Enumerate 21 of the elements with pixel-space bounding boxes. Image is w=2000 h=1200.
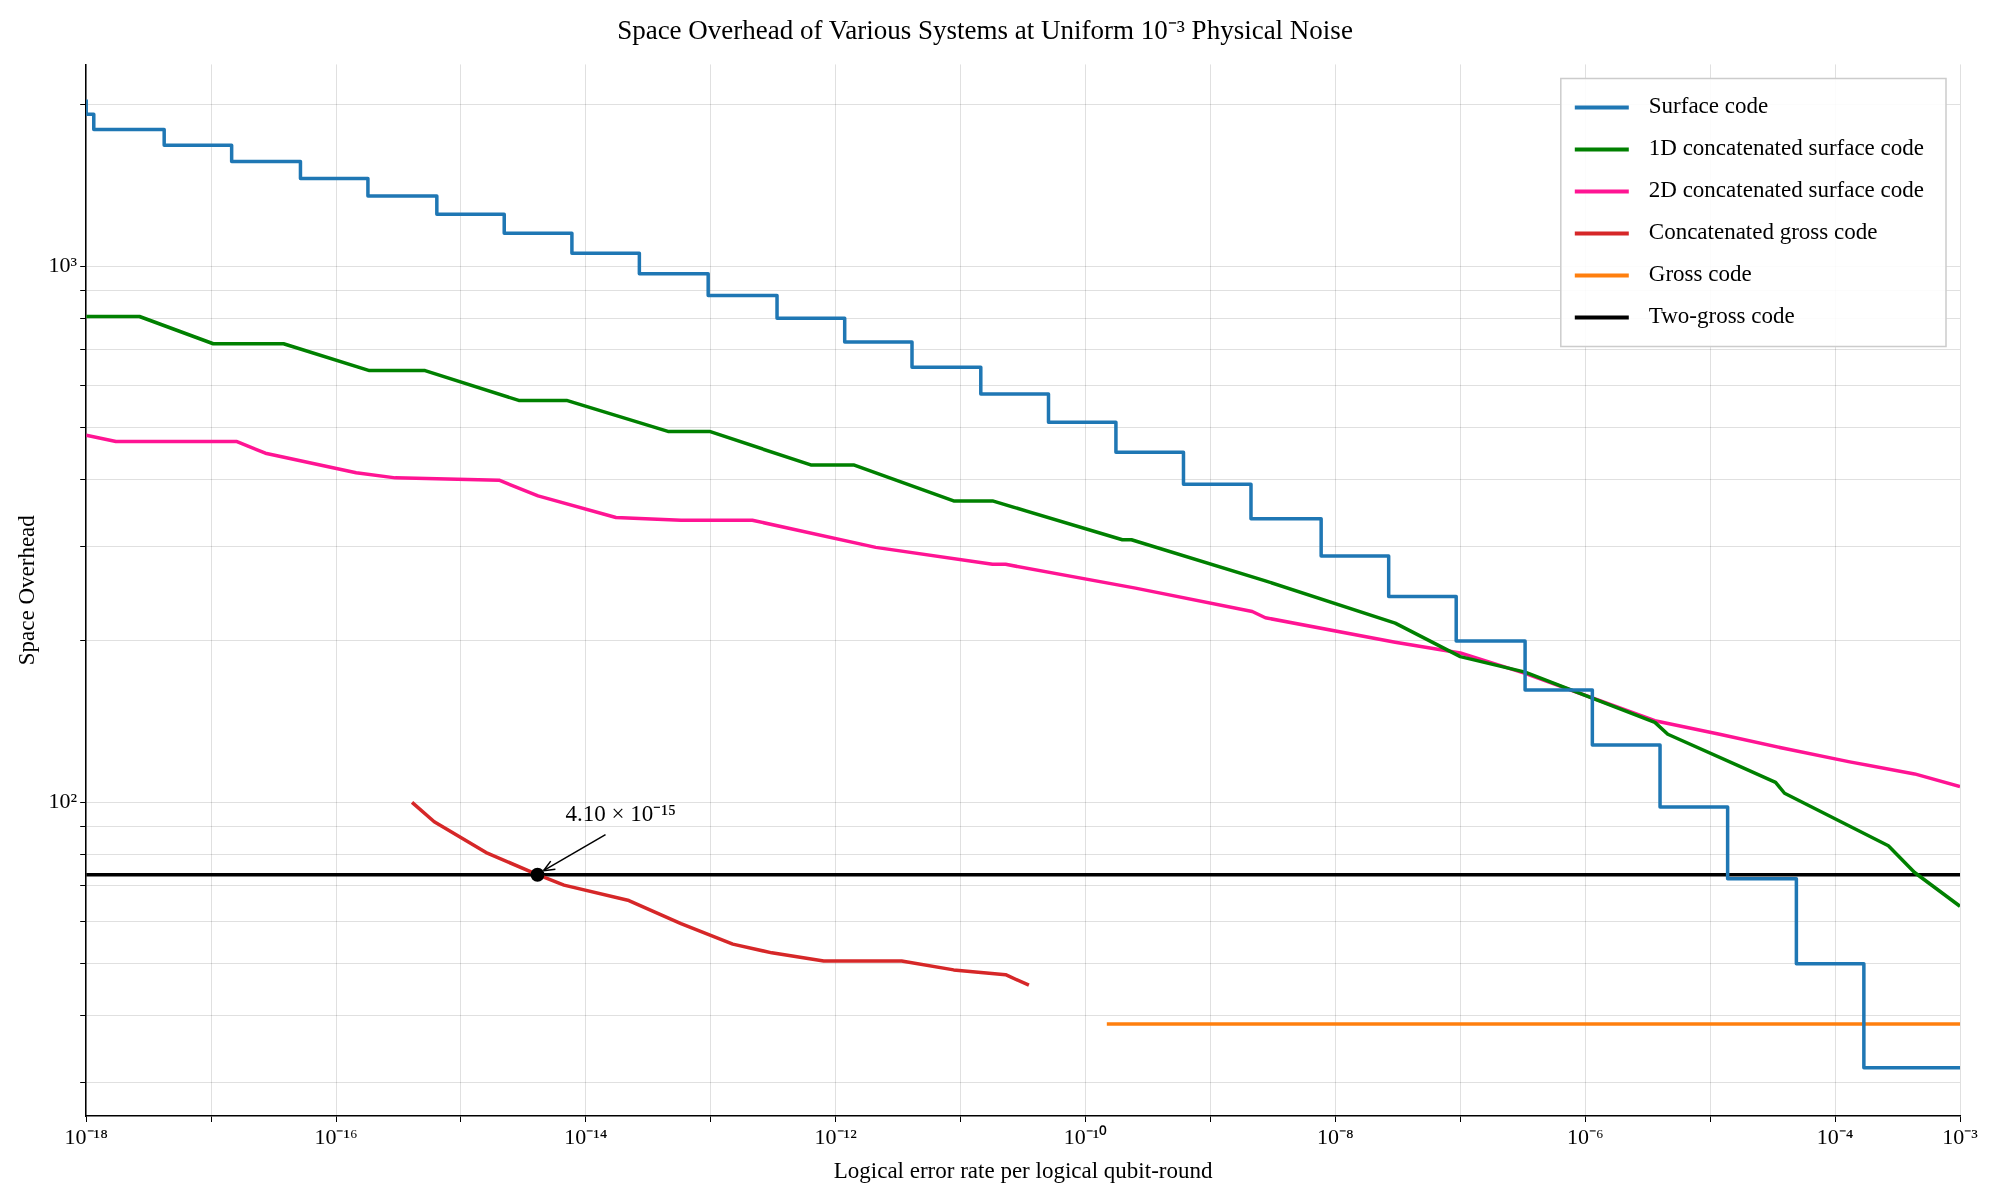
legend-label: Gross code xyxy=(1648,261,1752,287)
y-axis-title: Space Overhead xyxy=(13,514,39,666)
legend-label: Concatenated gross code xyxy=(1648,219,1878,245)
legend-label: Two-gross code xyxy=(1648,303,1795,329)
legend-label: 2D concatenated surface code xyxy=(1648,177,1924,203)
y-tick-label: 10³ xyxy=(48,252,78,278)
legend-label: 1D concatenated surface code xyxy=(1648,135,1924,161)
x-tick-label: 10⁻³ xyxy=(1942,1123,1979,1149)
x-tick-label: 10⁻⁶ xyxy=(1566,1123,1604,1149)
x-tick-label: 10⁻¹⁰ xyxy=(1063,1123,1108,1149)
x-tick-label: 10⁻¹² xyxy=(814,1123,858,1149)
annotation: 4.10 × 10⁻¹⁵ xyxy=(565,801,677,827)
x-axis-title: Logical error rate per logical qubit-round xyxy=(833,1158,1213,1184)
x-tick-label: 10⁻¹⁶ xyxy=(314,1123,358,1149)
chart-title: Space Overhead of Various Systems at Uniform 10⁻³ Physical Noise xyxy=(617,15,1353,46)
y-tick-label: 10² xyxy=(48,788,78,814)
x-tick-label: 10⁻⁸ xyxy=(1317,1123,1354,1149)
x-tick-label: 10⁻⁴ xyxy=(1816,1123,1854,1149)
x-tick-label: 10⁻¹⁸ xyxy=(64,1123,108,1149)
x-tick-label: 10⁻¹⁴ xyxy=(564,1123,608,1149)
legend-label: Surface code xyxy=(1648,93,1769,119)
